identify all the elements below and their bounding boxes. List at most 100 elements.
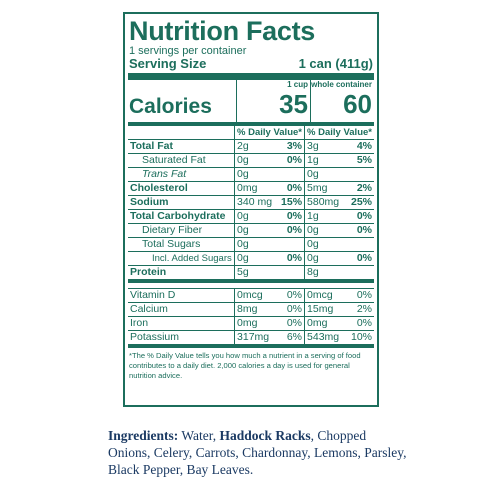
- amount-cup: 0g: [234, 237, 275, 252]
- dv-cup: 15%: [274, 195, 305, 210]
- amount-container: 0g: [304, 237, 344, 252]
- nutrient-name: Sodium: [128, 195, 235, 210]
- dv-cup: 0%: [274, 153, 305, 168]
- daily-value-footnote: *The % Daily Value tells you how much a …: [129, 351, 361, 380]
- ingredients-statement: Ingredients: Water, Haddock Racks, Chopp…: [108, 427, 408, 478]
- dv-cup: 6%: [274, 330, 305, 348]
- dv-container: [343, 265, 374, 283]
- nutrient-row-trans-fat: Trans Fat 0g 0g: [128, 167, 374, 182]
- vitamin-name: Potassium: [128, 330, 235, 348]
- nutrient-name: Total Fat: [128, 139, 235, 154]
- amount-cup: 0g: [234, 209, 275, 224]
- nutrient-name: Incl. Added Sugars: [128, 251, 235, 266]
- dv-container: 0%: [343, 316, 374, 331]
- amount-container: 0g: [304, 223, 344, 238]
- amount-container: 1g: [304, 209, 344, 224]
- amount-container: 15mg: [304, 302, 344, 317]
- nutrient-row-added-sugars: Incl. Added Sugars 0g 0% 0g 0%: [128, 251, 374, 266]
- amount-cup: 340 mg: [234, 195, 275, 210]
- amount-cup: 0mg: [234, 316, 275, 331]
- ingredients-label: Ingredients:: [108, 428, 179, 443]
- nutrient-name: Dietary Fiber: [128, 223, 235, 238]
- amount-container: 5mg: [304, 181, 344, 196]
- amount-cup: 5g: [234, 265, 275, 283]
- dv-container: 5%: [343, 153, 374, 168]
- nutrient-row-saturated-fat: Saturated Fat 0g 0% 1g 5%: [128, 153, 374, 168]
- dv-header-row: % Daily Value* % Daily Value*: [128, 126, 374, 140]
- nutrient-row-total-sugars: Total Sugars 0g 0g: [128, 237, 374, 252]
- nutrient-name: Total Sugars: [128, 237, 235, 252]
- calories-value-container: 60: [343, 89, 372, 119]
- nutrient-row-protein: Protein 5g 8g: [128, 265, 374, 283]
- amount-cup: 0mg: [234, 181, 275, 196]
- nutrient-row-dietary-fiber: Dietary Fiber 0g 0% 0g 0%: [128, 223, 374, 238]
- dv-container: 4%: [343, 139, 374, 154]
- amount-container: 0mcg: [304, 288, 344, 303]
- amount-cup: 0g: [234, 251, 275, 266]
- calories-label: Calories: [129, 95, 212, 118]
- nutrient-name: Trans Fat: [128, 167, 235, 182]
- vitamin-row-potassium: Potassium 317mg 6% 543mg 10%: [128, 330, 374, 348]
- amount-container: 3g: [304, 139, 344, 154]
- calories-value-cup: 35: [279, 89, 308, 119]
- nutrient-name: Saturated Fat: [128, 153, 235, 168]
- dv-container: 0%: [343, 288, 374, 303]
- nutrient-name: Total Carbohydrate: [128, 209, 235, 224]
- dv-container: [343, 167, 374, 182]
- dv-cup: [274, 237, 305, 252]
- amount-cup: 0g: [234, 167, 275, 182]
- dv-header-col2: % Daily Value*: [304, 126, 374, 140]
- dv-container: 10%: [343, 330, 374, 348]
- nutrition-facts-panel: Nutrition Facts 1 servings per container…: [123, 12, 379, 407]
- servings-per-container: 1 servings per container: [129, 45, 247, 57]
- calories-row: Calories 1 cup 35 whole container 60: [128, 80, 374, 126]
- calories-col-container: whole container 60: [310, 80, 374, 122]
- dv-cup: 0%: [274, 223, 305, 238]
- dv-cup: [274, 167, 305, 182]
- amount-container: 1g: [304, 153, 344, 168]
- dv-cup: 3%: [274, 139, 305, 154]
- divider-thick: [128, 73, 374, 80]
- nutrition-title: Nutrition Facts: [129, 16, 316, 46]
- calories-col-cup: 1 cup 35: [236, 80, 310, 122]
- dv-cup: [274, 265, 305, 283]
- nutrient-name: Protein: [128, 265, 235, 283]
- amount-container: 8g: [304, 265, 344, 283]
- dv-container: 0%: [343, 209, 374, 224]
- vitamin-name: Vitamin D: [128, 288, 235, 303]
- amount-container: 0g: [304, 251, 344, 266]
- amount-container: 0g: [304, 167, 344, 182]
- dv-container: 2%: [343, 302, 374, 317]
- amount-cup: 0mcg: [234, 288, 275, 303]
- vitamin-row-calcium: Calcium 8mg 0% 15mg 2%: [128, 302, 374, 317]
- serving-size-label: Serving Size: [129, 56, 207, 71]
- dv-cup: 0%: [274, 251, 305, 266]
- dv-cup: 0%: [274, 316, 305, 331]
- vitamin-row-vitamin-d: Vitamin D 0mcg 0% 0mcg 0%: [128, 288, 374, 303]
- ingredients-highlight: Haddock Racks: [219, 428, 311, 443]
- ingredients-text-2: , Chopped Onions, Celery, Carrots, Chard…: [108, 428, 407, 477]
- amount-container: 580mg: [304, 195, 344, 210]
- amount-container: 0mg: [304, 316, 344, 331]
- serving-size-value: 1 can (411g): [298, 56, 373, 71]
- amount-cup: 317mg: [234, 330, 275, 348]
- ingredients-text-1: Water,: [178, 428, 220, 443]
- nutrient-row-total-fat: Total Fat 2g 3% 3g 4%: [128, 139, 374, 154]
- col1-header: 1 cup: [287, 80, 308, 89]
- amount-container: 543mg: [304, 330, 344, 348]
- dv-container: [343, 237, 374, 252]
- vitamin-name: Calcium: [128, 302, 235, 317]
- spacer-row: [128, 281, 374, 289]
- dv-header-col1: % Daily Value*: [234, 126, 305, 140]
- nutrient-row-sodium: Sodium 340 mg 15% 580mg 25%: [128, 195, 374, 210]
- dv-container: 2%: [343, 181, 374, 196]
- dv-cup: 0%: [274, 302, 305, 317]
- dv-header-spacer: [128, 126, 235, 140]
- nutrient-row-total-carbohydrate: Total Carbohydrate 0g 0% 1g 0%: [128, 209, 374, 224]
- amount-cup: 0g: [234, 223, 275, 238]
- nutrient-name: Cholesterol: [128, 181, 235, 196]
- vitamin-row-iron: Iron 0mg 0% 0mg 0%: [128, 316, 374, 331]
- dv-container: 0%: [343, 223, 374, 238]
- amount-cup: 8mg: [234, 302, 275, 317]
- dv-cup: 0%: [274, 288, 305, 303]
